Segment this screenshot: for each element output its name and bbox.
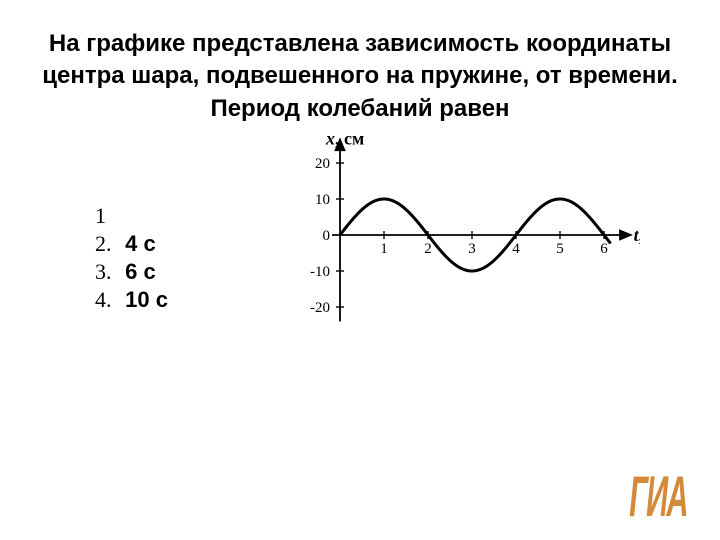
exam-badge: ГИА — [629, 463, 687, 530]
answer-item: 1 — [95, 203, 168, 229]
answer-text: 6 с — [125, 259, 156, 284]
answer-item: 4. 10 с — [95, 287, 168, 313]
svg-text:10: 10 — [315, 192, 330, 208]
content-area: 1 2. 4 с 3. 6 с 4. 10 с 20 10 0 -10 -20 1 2 3 4 5… — [0, 125, 720, 505]
badge-text: ГИА — [629, 463, 687, 529]
svg-text:3: 3 — [468, 241, 476, 257]
svg-text:-10: -10 — [310, 264, 330, 280]
answer-number: 1 — [95, 203, 106, 228]
answer-text: 10 с — [125, 287, 168, 312]
answer-number: 4. — [95, 287, 119, 313]
svg-text:6: 6 — [600, 241, 608, 257]
chart-svg: 20 10 0 -10 -20 1 2 3 4 5 6 x, см t, с — [280, 135, 640, 335]
svg-text:t, с: t, с — [634, 225, 640, 245]
svg-text:20: 20 — [315, 156, 330, 172]
svg-text:1: 1 — [380, 241, 388, 257]
answer-number: 3. — [95, 259, 119, 285]
title-text: На графике представлена зависимость коор… — [42, 30, 677, 122]
answer-list: 1 2. 4 с 3. 6 с 4. 10 с — [95, 203, 168, 315]
answer-text: 4 с — [125, 231, 156, 256]
svg-text:4: 4 — [512, 241, 520, 257]
svg-text:x, см: x, см — [325, 135, 364, 149]
svg-text:-20: -20 — [310, 300, 330, 316]
answer-item: 2. 4 с — [95, 231, 168, 257]
svg-text:0: 0 — [323, 228, 331, 244]
question-title: На графике представлена зависимость коор… — [0, 0, 720, 125]
answer-item: 3. 6 с — [95, 259, 168, 285]
oscillation-chart: 20 10 0 -10 -20 1 2 3 4 5 6 x, см t, с — [280, 135, 680, 355]
svg-text:5: 5 — [556, 241, 564, 257]
svg-text:2: 2 — [424, 241, 432, 257]
answer-number: 2. — [95, 231, 119, 257]
